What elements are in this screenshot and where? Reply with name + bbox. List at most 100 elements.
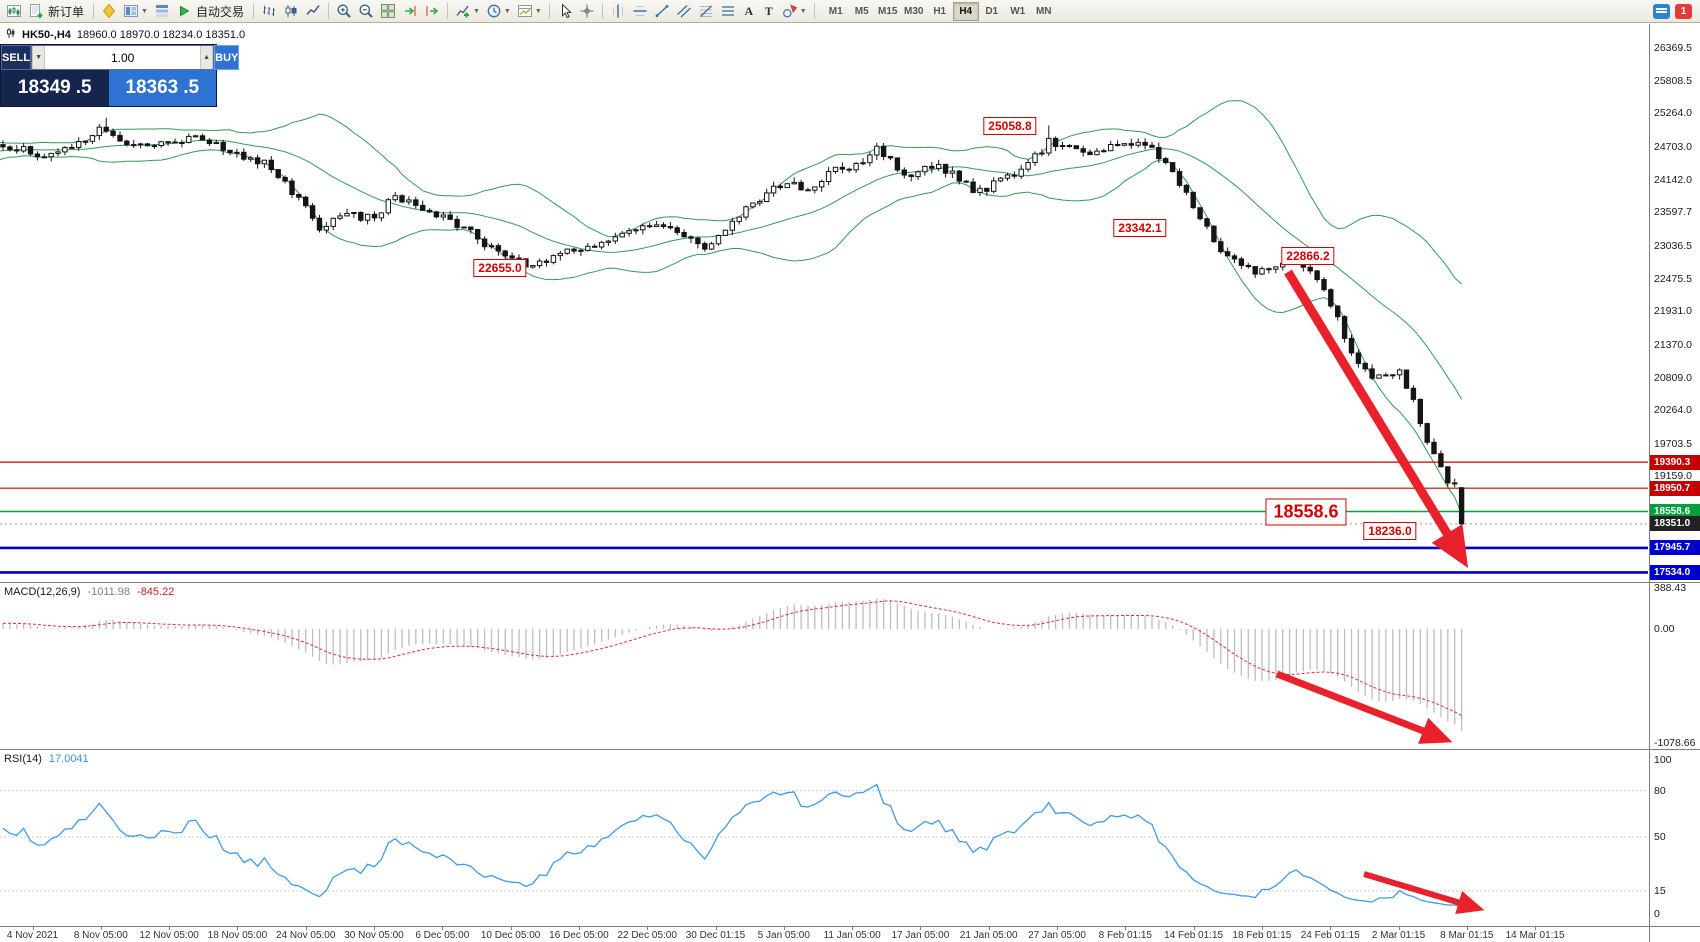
horizontal-level-lines[interactable] — [0, 461, 1648, 574]
price-tag: 18351.0 — [1650, 516, 1700, 532]
vertical-line-tool-button[interactable] — [607, 1, 629, 21]
macd-arrow[interactable] — [1275, 670, 1453, 744]
timeframe-m30-button[interactable]: M30 — [901, 2, 927, 21]
hist-icon — [154, 3, 170, 19]
auto-scroll-button[interactable] — [399, 1, 421, 21]
line-chart-mode-button[interactable] — [302, 1, 324, 21]
timeframe-d1-button[interactable]: D1 — [979, 2, 1005, 21]
timeframe-h4-button[interactable]: H4 — [952, 1, 979, 21]
rsi-indicator-panel[interactable]: RSI(14) 17.0041 — [0, 750, 1648, 926]
toolbar-separator — [93, 3, 95, 19]
time-label: 11 Jan 05:00 — [823, 930, 881, 941]
price-tag: 17945.7 — [1650, 540, 1700, 556]
indicators-button[interactable]: ▼ — [452, 1, 483, 21]
toolbar-right-icons: 1 — [1653, 3, 1697, 19]
metaeditor-button[interactable] — [98, 1, 120, 21]
volume-control: ▼ ▲ — [31, 45, 215, 70]
new-order-label: 新订单 — [48, 4, 85, 19]
price-annotation[interactable]: 18236.0 — [1363, 521, 1417, 540]
price-annotation[interactable]: 22655.0 — [473, 259, 527, 278]
buy-price-main: 18363 — [125, 77, 179, 98]
vline-icon — [610, 3, 626, 19]
profiles-button[interactable]: ▼ — [120, 1, 151, 21]
timeframe-m1-button[interactable]: M1 — [823, 2, 849, 21]
rsi-canvas[interactable] — [0, 750, 1648, 926]
new-chart-button[interactable] — [3, 1, 25, 21]
text-tool-button[interactable]: A — [739, 1, 759, 21]
timeframe-m15-button[interactable]: M15 — [875, 2, 901, 21]
time-axis[interactable]: 4 Nov 2021 8 Nov 05:00 12 Nov 05:00 18 Nov … — [0, 927, 1648, 942]
macd-name: MACD(12,26,9) — [4, 586, 81, 598]
price-tick: 23036.5 — [1654, 239, 1692, 252]
timeframe-mn-button[interactable]: MN — [1031, 2, 1057, 21]
toolbar-separator — [813, 3, 815, 19]
time-tick — [920, 927, 922, 930]
macd-canvas[interactable] — [0, 583, 1648, 749]
price-axis[interactable]: 26369.5 25808.5 25264.0 24703.0 24142.0 23597… — [1649, 24, 1700, 942]
rsi-axis-tick: 0 — [1654, 908, 1660, 920]
shift-icon — [424, 3, 440, 19]
channel-tool-button[interactable] — [673, 1, 695, 21]
price-annotation[interactable]: 22866.2 — [1281, 246, 1335, 265]
sell-button[interactable]: SELL — [1, 45, 32, 70]
time-label: 6 Dec 05:00 — [415, 930, 470, 941]
zoom-in-button[interactable] — [333, 1, 355, 21]
zoom-out-button[interactable] — [355, 1, 377, 21]
trend-arrow[interactable] — [1284, 269, 1469, 568]
volume-input[interactable] — [45, 46, 201, 69]
main-chart-panel[interactable]: HK50-,H4 18960.0 18970.0 18234.0 18351.0… — [0, 24, 1648, 582]
crosshair-tool-button[interactable] — [576, 1, 598, 21]
community-chat-icon[interactable] — [1653, 3, 1670, 19]
price-annotation[interactable]: 18558.6 — [1265, 498, 1347, 525]
price-tick: 26369.5 — [1654, 41, 1692, 54]
timeframe-w1-button[interactable]: W1 — [1005, 2, 1031, 21]
text-label-tool-button[interactable]: T — [759, 1, 779, 21]
history-center-button[interactable] — [151, 1, 173, 21]
notification-badge[interactable]: 1 — [1675, 3, 1692, 19]
price-chart-canvas[interactable] — [0, 24, 1648, 582]
price-annotation[interactable]: 25058.8 — [983, 116, 1037, 135]
price-tick: 21931.0 — [1654, 305, 1692, 318]
cursor-tool-button[interactable] — [554, 1, 576, 21]
price-tag: 17534.0 — [1650, 564, 1700, 580]
levels-tool-button[interactable] — [717, 1, 739, 21]
time-tick — [1125, 927, 1127, 930]
bollinger-bands — [0, 100, 1463, 515]
buy-button[interactable]: BUY — [214, 45, 240, 70]
time-tick — [1535, 927, 1537, 930]
macd-histogram — [2, 598, 1463, 731]
macd-indicator-panel[interactable]: MACD(12,26,9) -1011.98 -845.22 — [0, 583, 1648, 749]
panel-separator[interactable] — [0, 749, 1700, 750]
timeframe-h1-button[interactable]: H1 — [927, 2, 953, 21]
tile-windows-button[interactable] — [377, 1, 399, 21]
price-tick: 25264.0 — [1654, 107, 1692, 120]
toolbar-separator — [548, 3, 550, 19]
fibonacci-tool-button[interactable] — [695, 1, 717, 21]
arrows-tool-button[interactable]: ▼ — [779, 1, 810, 21]
time-label: 8 Mar 01:15 — [1440, 930, 1494, 941]
periods-button[interactable]: ▼ — [483, 1, 514, 21]
new-order-button[interactable]: 新订单 — [25, 1, 89, 21]
price-annotation[interactable]: 23342.1 — [1113, 218, 1167, 237]
timeframe-m5-button[interactable]: M5 — [849, 2, 875, 21]
scrollEnd-icon — [402, 3, 418, 19]
candlestick-mode-button[interactable] — [280, 1, 302, 21]
trendline-tool-button[interactable] — [651, 1, 673, 21]
price-tag: 18950.7 — [1650, 480, 1700, 496]
chart-shift-button[interactable] — [421, 1, 443, 21]
time-tick — [374, 927, 375, 930]
templates-button[interactable]: ▼ — [514, 1, 545, 21]
horizontal-line-tool-button[interactable] — [629, 1, 651, 21]
time-tick — [1398, 927, 1400, 930]
volume-increase-button[interactable]: ▲ — [200, 46, 214, 69]
time-tick — [1261, 927, 1263, 930]
rsi-arrow[interactable] — [1363, 871, 1485, 914]
rsi-line — [2, 783, 1462, 908]
volume-decrease-button[interactable]: ▼ — [32, 46, 46, 69]
autotrading-button[interactable]: 自动交易 — [173, 1, 249, 21]
panel-separator[interactable] — [0, 582, 1700, 583]
bar-chart-mode-button[interactable] — [258, 1, 280, 21]
tile-icon — [380, 3, 396, 19]
price-tick: 25808.5 — [1654, 75, 1692, 87]
